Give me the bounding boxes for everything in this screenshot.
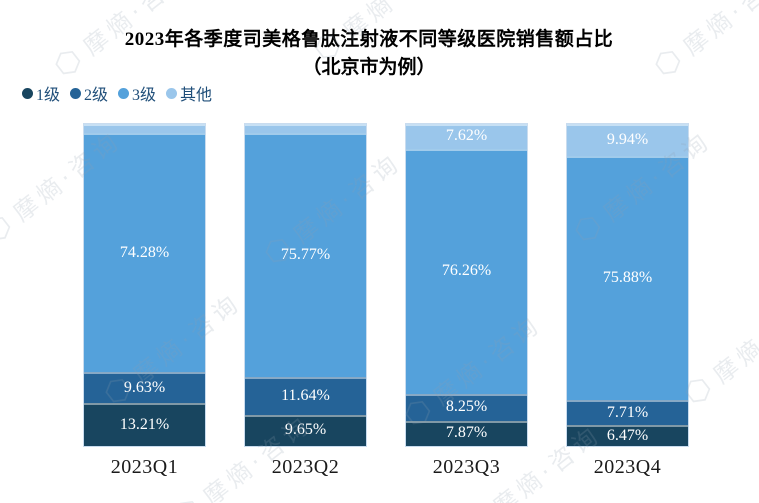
data-label-1级-2023Q4: 6.47% bbox=[606, 426, 649, 444]
chart-title-line1: 2023年各季度司美格鲁肽注射液不同等级医院销售额占比 bbox=[124, 29, 614, 50]
x-axis-label-2023Q2: 2023Q2 bbox=[271, 456, 340, 478]
bar-column-2023Q4: 9.94% 75.88% 7.71% 6.47% 2023Q4 bbox=[566, 123, 689, 478]
stacked-bar-2023Q4: 9.94% 75.88% 7.71% 6.47% bbox=[566, 123, 689, 447]
segment-2级-2023Q1: 9.63% bbox=[84, 372, 205, 404]
stacked-bar-chart: 74.28% 9.63% 13.21% 2023Q1 75.77% 11.64% 9.65%… bbox=[83, 123, 689, 478]
legend-item-other: 其他 bbox=[166, 81, 212, 105]
data-label-2级-2023Q3: 8.25% bbox=[445, 398, 488, 416]
data-label-3级-2023Q2: 75.77% bbox=[280, 246, 331, 264]
segment-其他-2023Q4: 9.94% bbox=[567, 124, 688, 156]
legend-item-tier2: 2级 bbox=[70, 81, 108, 105]
legend-label-tier1: 1级 bbox=[36, 87, 61, 104]
legend-item-tier1: 1级 bbox=[22, 81, 60, 105]
legend: 1级 2级 3级 其他 bbox=[22, 81, 212, 105]
legend-dot-tier2-icon bbox=[70, 87, 82, 99]
watermark-hexagon-logo-icon: ⬡ bbox=[167, 485, 217, 503]
segment-2级-2023Q4: 7.71% bbox=[567, 400, 688, 426]
segment-其他-2023Q2 bbox=[245, 124, 366, 134]
data-label-其他-2023Q4: 9.94% bbox=[606, 131, 649, 148]
data-label-1级-2023Q1: 13.21% bbox=[119, 415, 170, 433]
data-label-其他-2023Q3: 7.62% bbox=[445, 127, 488, 145]
legend-label-tier3: 3级 bbox=[132, 87, 157, 104]
watermark-hexagon-logo-icon: ⬡ bbox=[0, 207, 20, 251]
segment-1级-2023Q1: 13.21% bbox=[84, 403, 205, 446]
data-label-3级-2023Q4: 75.88% bbox=[602, 269, 653, 287]
bar-column-2023Q3: 7.62% 76.26% 8.25% 7.87% 2023Q3 bbox=[405, 123, 528, 478]
data-label-2级-2023Q2: 11.64% bbox=[281, 387, 330, 405]
legend-label-other: 其他 bbox=[180, 87, 213, 104]
x-axis-label-2023Q1: 2023Q1 bbox=[110, 456, 179, 478]
segment-3级-2023Q1: 74.28% bbox=[84, 133, 205, 373]
legend-dot-tier3-icon bbox=[118, 87, 130, 99]
legend-dot-other-icon bbox=[166, 87, 178, 99]
segment-2级-2023Q2: 11.64% bbox=[245, 377, 366, 415]
segment-其他-2023Q3: 7.62% bbox=[406, 124, 527, 149]
x-axis-label-2023Q4: 2023Q4 bbox=[593, 456, 662, 478]
data-label-3级-2023Q3: 76.26% bbox=[441, 262, 492, 280]
x-axis-label-2023Q3: 2023Q3 bbox=[432, 456, 501, 478]
legend-dot-tier1-icon bbox=[22, 87, 33, 99]
segment-1级-2023Q2: 9.65% bbox=[245, 414, 366, 446]
watermark-hexagon-logo-icon: ⬡ bbox=[457, 495, 507, 503]
chart-title-line2: （北京市为例） bbox=[302, 57, 436, 78]
data-label-1级-2023Q3: 7.87% bbox=[445, 424, 488, 442]
data-label-2级-2023Q4: 7.71% bbox=[606, 403, 649, 421]
segment-其他-2023Q1 bbox=[84, 124, 205, 134]
stacked-bar-2023Q3: 7.62% 76.26% 8.25% 7.87% bbox=[405, 123, 528, 447]
data-label-3级-2023Q1: 74.28% bbox=[119, 243, 170, 261]
segment-1级-2023Q3: 7.87% bbox=[406, 420, 527, 446]
stacked-bar-2023Q1: 74.28% 9.63% 13.21% bbox=[83, 123, 206, 447]
segment-1级-2023Q4: 6.47% bbox=[567, 425, 688, 446]
legend-label-tier2: 2级 bbox=[84, 87, 109, 104]
data-label-1级-2023Q2: 9.65% bbox=[284, 421, 327, 439]
bar-column-2023Q1: 74.28% 9.63% 13.21% 2023Q1 bbox=[83, 123, 206, 478]
legend-item-tier3: 3级 bbox=[118, 81, 156, 105]
segment-3级-2023Q3: 76.26% bbox=[406, 148, 527, 395]
segment-3级-2023Q4: 75.88% bbox=[567, 156, 688, 401]
segment-2级-2023Q3: 8.25% bbox=[406, 394, 527, 421]
stacked-bar-2023Q2: 75.77% 11.64% 9.65% bbox=[244, 123, 367, 447]
data-label-2级-2023Q1: 9.63% bbox=[123, 378, 166, 396]
bar-column-2023Q2: 75.77% 11.64% 9.65% 2023Q2 bbox=[244, 123, 367, 478]
segment-3级-2023Q2: 75.77% bbox=[245, 133, 366, 378]
